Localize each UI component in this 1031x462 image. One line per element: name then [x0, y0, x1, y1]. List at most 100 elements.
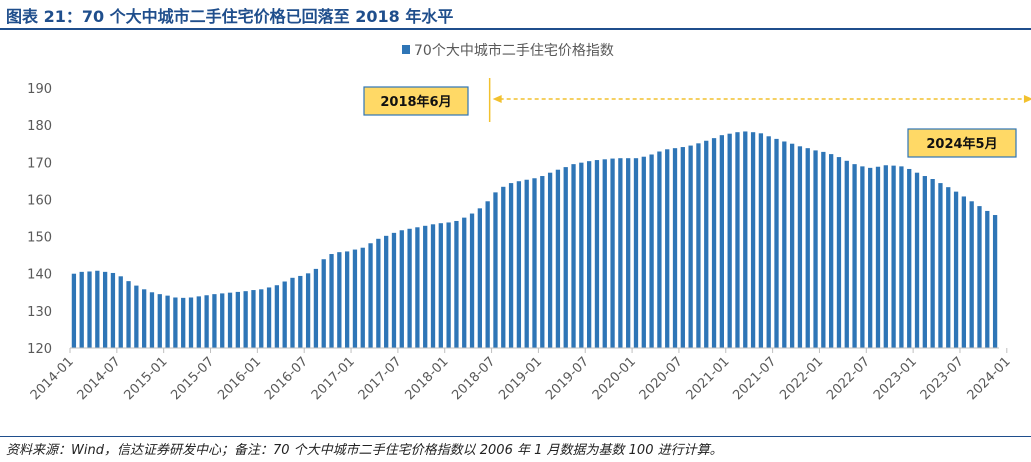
x-tick-label: 2024-01	[965, 354, 1014, 403]
bar	[407, 228, 412, 348]
y-tick-label: 150	[27, 231, 52, 246]
x-tick-label: 2015-07	[168, 354, 217, 403]
bar	[750, 132, 756, 348]
bar	[384, 235, 389, 348]
bar	[173, 297, 178, 348]
bar	[102, 271, 108, 348]
bar	[376, 238, 381, 348]
x-tick-label: 2023-01	[871, 354, 920, 403]
bar	[344, 251, 350, 348]
bar	[977, 206, 982, 348]
bar	[508, 183, 514, 348]
bar	[626, 158, 631, 348]
bar	[680, 147, 685, 348]
bar	[930, 179, 935, 348]
bar	[368, 243, 373, 348]
bar	[142, 289, 147, 348]
bar	[337, 252, 342, 348]
bar	[696, 143, 701, 348]
bar	[719, 135, 724, 348]
x-tick-label: 2019-07	[543, 354, 592, 403]
x-tick-label: 2014-07	[75, 354, 124, 403]
bar	[126, 281, 131, 348]
bar	[594, 160, 600, 348]
bar	[532, 178, 537, 348]
bar	[688, 145, 693, 348]
y-tick-label: 140	[27, 268, 52, 283]
x-tick-label: 2015-01	[121, 354, 170, 403]
bar	[274, 285, 280, 348]
y-axis: 120 130 140 150 160 170 180 190	[27, 82, 52, 357]
bar	[953, 191, 959, 348]
title-underline	[0, 28, 1031, 30]
bar	[157, 294, 162, 348]
bar	[399, 230, 404, 348]
bar	[844, 160, 849, 348]
y-tick-label: 130	[27, 305, 52, 320]
bar	[672, 148, 678, 348]
bar	[298, 275, 303, 348]
x-tick-label: 2021-01	[684, 354, 733, 403]
bar	[665, 149, 670, 348]
range-arrow-head-left	[492, 95, 502, 103]
bars	[71, 131, 998, 348]
bar	[469, 213, 475, 348]
bar	[329, 254, 334, 348]
x-tick-label: 2022-01	[777, 354, 826, 403]
bar	[485, 201, 490, 348]
bar	[868, 167, 873, 348]
source-rule	[0, 436, 1031, 437]
y-tick-label: 170	[27, 156, 52, 171]
legend: 70个大中城市二手住宅价格指数	[402, 42, 614, 59]
bar	[321, 259, 326, 348]
bar	[704, 140, 709, 348]
bar	[618, 158, 623, 348]
bar	[805, 148, 810, 348]
bar	[587, 161, 592, 348]
x-axis: 2014-012014-072015-012015-072016-012016-…	[28, 347, 1014, 403]
bar	[188, 297, 194, 348]
x-tick-label: 2018-01	[403, 354, 452, 403]
bar	[922, 176, 927, 348]
bar	[282, 281, 287, 348]
bar	[961, 196, 967, 348]
bar	[212, 294, 217, 348]
bar	[992, 215, 998, 348]
annotations: 2018年6月 2024年5月	[363, 78, 1031, 158]
bar	[735, 132, 740, 348]
bar	[501, 186, 506, 348]
bar	[813, 150, 818, 348]
bar	[821, 151, 826, 348]
bar	[657, 151, 662, 348]
y-tick-label: 120	[27, 342, 52, 357]
bar	[220, 293, 225, 348]
x-tick-label: 2016-01	[215, 354, 264, 403]
y-tick-label: 190	[27, 82, 52, 97]
x-tick-label: 2017-07	[356, 354, 405, 403]
bar	[462, 217, 467, 348]
x-tick-label: 2023-07	[918, 354, 967, 403]
bar	[829, 154, 834, 348]
bar	[454, 220, 459, 348]
bar	[149, 292, 155, 348]
bar	[352, 249, 358, 348]
bar	[524, 179, 529, 348]
bar	[946, 187, 951, 348]
bar	[836, 157, 842, 348]
bar	[196, 296, 201, 348]
bar	[766, 136, 771, 348]
bar	[633, 158, 639, 348]
bar	[563, 167, 568, 348]
x-tick-label: 2018-07	[449, 354, 498, 403]
bar	[235, 291, 240, 348]
bar	[985, 210, 990, 348]
bar	[711, 138, 717, 348]
x-tick-label: 2021-07	[730, 354, 779, 403]
bar	[649, 154, 654, 348]
bar	[438, 223, 443, 348]
bar	[423, 225, 428, 348]
legend-label: 70个大中城市二手住宅价格指数	[414, 42, 614, 59]
bar	[540, 176, 545, 348]
x-tick-label: 2017-01	[309, 354, 358, 403]
